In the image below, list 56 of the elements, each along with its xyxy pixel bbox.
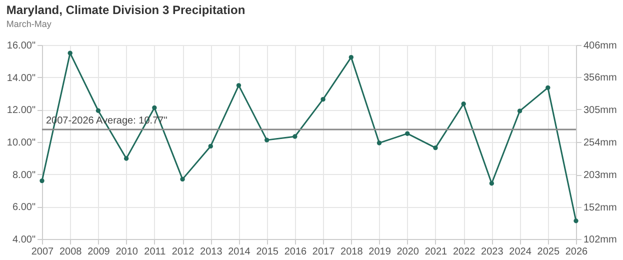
- point: [574, 218, 578, 224]
- y2-tick-label: 254mm: [584, 138, 617, 148]
- chart-title: Maryland, Climate Division 3 Precipitation: [6, 3, 246, 17]
- point: [546, 85, 550, 90]
- x-tick-label: 2016: [284, 246, 308, 258]
- x-tick-label: 2019: [368, 246, 392, 258]
- x-tick-label: 2021: [424, 246, 448, 258]
- point: [376, 140, 382, 146]
- y-tick-label: 6.00": [12, 202, 36, 214]
- x-tick-label: 2007: [31, 246, 54, 258]
- point: [180, 176, 185, 182]
- y-tick-label: 14.00": [6, 72, 36, 84]
- x-tick-label: 2015: [256, 246, 279, 258]
- point: [40, 178, 44, 184]
- point: [320, 96, 326, 102]
- x-tick-label: 2020: [396, 246, 420, 258]
- chart-subtitle: March-May: [6, 19, 52, 29]
- x-tick-label: 2023: [481, 246, 504, 258]
- y2-tick-label: 152mm: [584, 202, 617, 214]
- x-tick-label: 2018: [340, 246, 364, 258]
- point: [461, 102, 466, 106]
- y-tick-label: 12.00": [6, 105, 36, 116]
- x-tick-label: 2010: [116, 246, 138, 258]
- x-tick-label: 2012: [172, 246, 195, 258]
- y-tick-label: 16.00": [6, 40, 36, 52]
- y-tick-label: 4.00": [12, 234, 36, 246]
- point: [489, 181, 494, 186]
- point: [96, 108, 101, 113]
- x-tick-label: 2014: [228, 246, 251, 258]
- point: [517, 108, 522, 114]
- x-tick-label: 2009: [88, 246, 110, 258]
- x-tick-label: 2025: [537, 246, 560, 258]
- point: [152, 105, 157, 110]
- point: [264, 138, 270, 142]
- y2-tick-label: 406mm: [584, 40, 617, 52]
- y2-tick-label: 102mm: [584, 234, 617, 246]
- y-tick-label: 10.00": [6, 138, 36, 148]
- y2-tick-label: 356mm: [584, 72, 617, 84]
- y-tick-label: 8.00": [12, 170, 36, 181]
- x-tick-label: 2008: [59, 246, 82, 258]
- point: [433, 145, 438, 150]
- point: [292, 134, 298, 139]
- x-tick-label: 2024: [509, 246, 532, 258]
- x-tick-label: 2026: [565, 246, 588, 258]
- point: [236, 83, 242, 88]
- x-tick-label: 2011: [144, 246, 166, 258]
- point: [68, 50, 72, 56]
- x-tick-label: 2017: [312, 246, 336, 258]
- point: [348, 54, 354, 60]
- point: [208, 144, 213, 149]
- y2-tick-label: 305mm: [584, 104, 617, 116]
- x-tick-label: 2022: [452, 246, 476, 258]
- x-tick-label: 2013: [200, 246, 223, 258]
- point: [405, 131, 410, 136]
- y2-tick-label: 203mm: [584, 170, 617, 182]
- point: [124, 156, 129, 161]
